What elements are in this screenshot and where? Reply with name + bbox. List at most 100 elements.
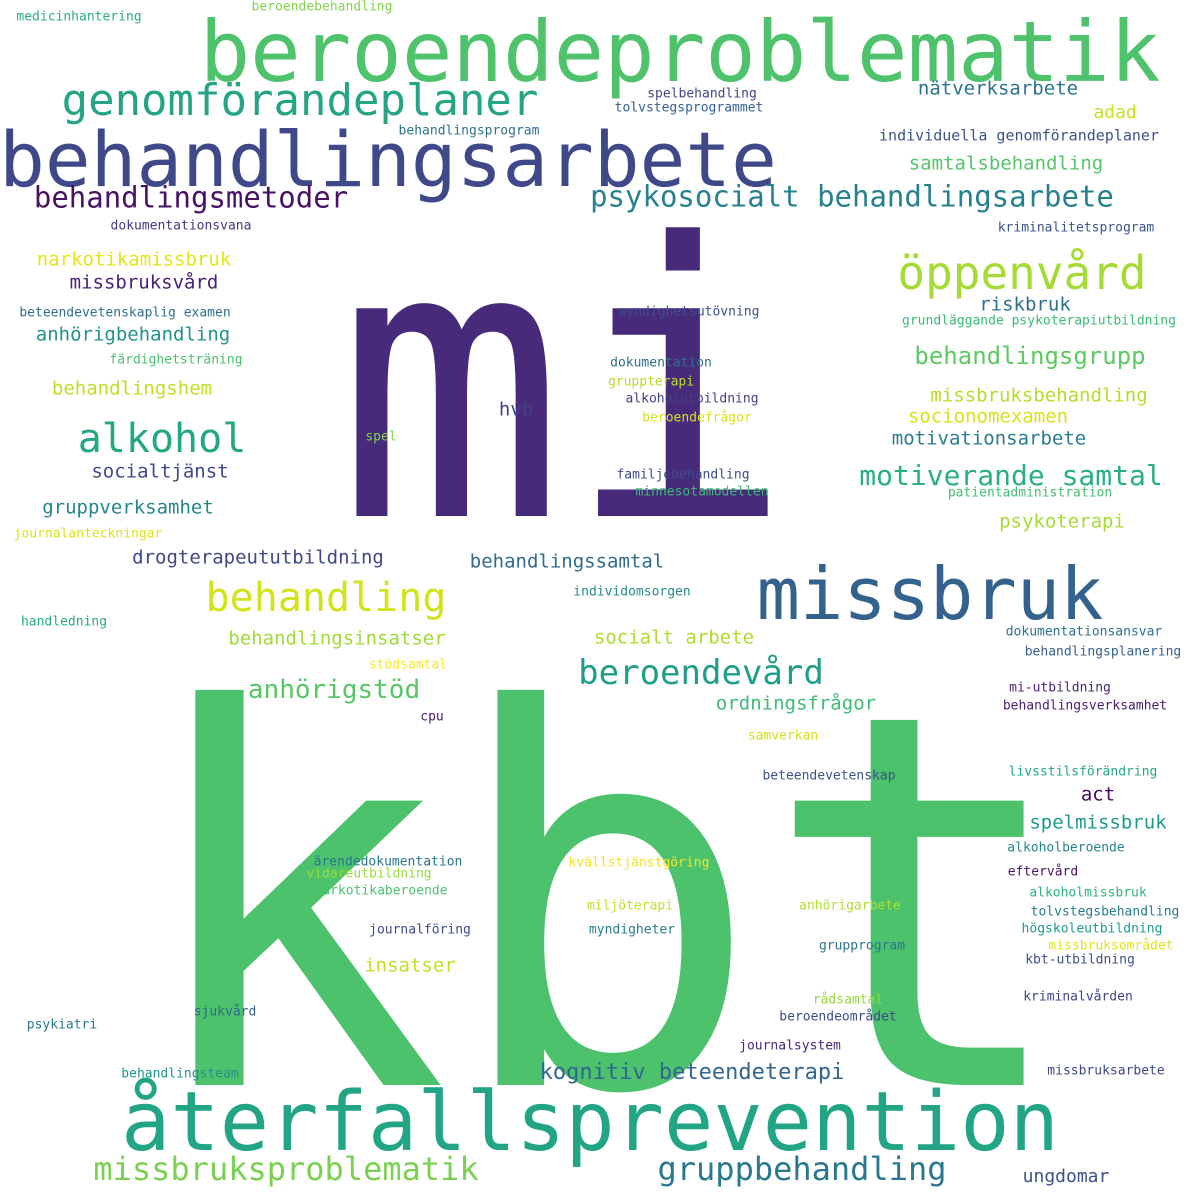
word: journalanteckningar [13, 526, 163, 542]
word: kvällstjänstgöring [568, 855, 710, 871]
word: behandling [205, 575, 447, 621]
word: behandlingsteam [121, 1066, 239, 1082]
word: återfallsprevention [121, 1075, 1059, 1170]
word: psykosocialt behandlingsarbete [590, 179, 1114, 214]
word: alkoholberoende [1007, 840, 1125, 856]
word: spel [365, 429, 397, 445]
word: kbt [135, 602, 1075, 1200]
word: narkotikaberoende [314, 883, 448, 899]
word: missbruk [756, 552, 1104, 636]
word: adad [1093, 102, 1137, 123]
word: dokumentationsvana [110, 218, 252, 234]
word: mi [336, 163, 794, 606]
word: spelmissbruk [1029, 811, 1167, 834]
word: beteendevetenskaplig examen [19, 305, 231, 321]
word: socialt arbete [593, 626, 755, 649]
word: vidareutbildning [306, 866, 432, 882]
word: narkotikamissbruk [36, 248, 232, 271]
word: psykoterapi [999, 510, 1125, 533]
word: tolvstegsprogrammet [614, 100, 764, 116]
word: dokumentationsansvar [1005, 624, 1163, 640]
word: medicinhantering [16, 9, 142, 25]
word: behandlingssamtal [469, 550, 665, 573]
word: genomförandeplaner [61, 75, 539, 126]
word: ärendedokumentation [313, 854, 463, 870]
word: behandlingsinsatser [228, 627, 446, 650]
word: missbruksproblematik [93, 1150, 479, 1188]
word: beroendefrågor [642, 410, 752, 426]
word: grupprogram [818, 938, 906, 954]
word: journalföring [369, 922, 471, 938]
word: behandlingsgrupp [914, 342, 1146, 370]
word: hvb [498, 398, 534, 421]
word: socionomexamen [907, 405, 1069, 428]
word: mi-utbildning [1009, 680, 1111, 696]
word: samverkan [747, 728, 819, 744]
word: beroendebehandling [251, 0, 393, 15]
word: gruppverksamhet [42, 496, 214, 519]
word: handledning [20, 614, 108, 630]
word: familjebehandling [616, 467, 750, 483]
word: minnesotamodellen [635, 484, 769, 500]
word: samtalsbehandling [908, 152, 1104, 175]
word: färdighetsträning [109, 352, 243, 368]
word: livsstilsförändring [1008, 764, 1158, 780]
word: anhörigstöd [247, 675, 421, 705]
word: socialtjänst [91, 460, 229, 483]
word: alkoholutbildning [625, 391, 759, 407]
word: beroendevård [578, 653, 824, 693]
word: behandlingshem [51, 377, 213, 400]
word: act [1080, 783, 1116, 806]
word: kbt-utbildning [1025, 952, 1135, 968]
word: behandlingsmetoder [33, 180, 349, 215]
word: individomsorgen [573, 584, 691, 600]
word: myndigheter [588, 922, 676, 938]
word: dokumentation [610, 355, 712, 371]
word: patientadministration [947, 485, 1113, 501]
word: spelbehandling [647, 86, 757, 102]
word: psykiatri [26, 1017, 98, 1033]
word: anhörigarbete [799, 898, 901, 914]
word: eftervård [1007, 864, 1079, 880]
word: högskoleutbildning [1021, 921, 1163, 937]
word: individuella genomförandeplaner [879, 126, 1159, 145]
word: behandlingsarbete [0, 115, 777, 204]
word: ordningsfrågor [715, 692, 877, 715]
word: ungdomar [1022, 1166, 1110, 1187]
word: alkohol [77, 416, 247, 462]
word: tolvstegsbehandling [1030, 904, 1180, 920]
word: insatser [364, 954, 456, 977]
word: motivationsarbete [891, 427, 1087, 450]
word: nätverksarbete [917, 77, 1079, 100]
word: missbruksvård [69, 271, 219, 294]
word: beroendeområdet [779, 1009, 897, 1025]
word: kognitiv beteendeterapi [539, 1060, 845, 1085]
word: miljöterapi [586, 898, 674, 914]
word: drogterapeututbildning [132, 546, 384, 569]
word: öppenvård [897, 246, 1147, 300]
word: grundläggande psykoterapiutbildning [902, 313, 1176, 329]
word: behandlingsplanering [1024, 644, 1182, 660]
word: missbruksarbete [1047, 1063, 1165, 1079]
word: missbruksbehandling [930, 384, 1148, 407]
word: journalsystem [739, 1038, 841, 1054]
word: alkoholmissbruk [1029, 885, 1147, 901]
word: beteendevetenskap [762, 768, 896, 784]
word: motiverande samtal [859, 459, 1163, 492]
word: kriminalitetsprogram [997, 220, 1155, 236]
word: riskbruk [979, 293, 1071, 316]
word: gruppterapi [607, 374, 695, 390]
word: kriminalvården [1023, 989, 1133, 1005]
word: stödsamtal [368, 657, 448, 673]
word: myndighetsutövning [618, 304, 760, 320]
word: sjukvård [193, 1004, 257, 1020]
word: rådsamtal [812, 992, 884, 1008]
word: cpu [420, 709, 444, 725]
word: missbruksområdet [1048, 938, 1174, 954]
word: behandlingsprogram [398, 123, 540, 139]
word: beroendeproblematik [199, 3, 1161, 101]
word: anhörigbehandling [35, 323, 231, 346]
word: gruppbehandling [657, 1150, 947, 1188]
word: behandlingsverksamhet [1002, 698, 1168, 714]
